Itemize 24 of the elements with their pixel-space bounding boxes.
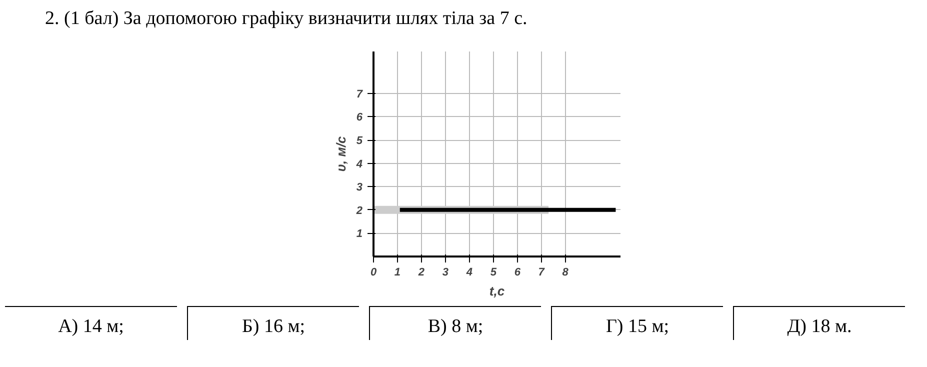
x-axis-title: t,c bbox=[489, 284, 506, 298]
x-tick-label: 4 bbox=[465, 266, 472, 278]
x-tick-label: 7 bbox=[538, 266, 546, 278]
x-tick-label: 3 bbox=[442, 266, 449, 278]
chart-title: 2. (1 бал) За допомогою графіку визначити шлях тіла за 7 с. bbox=[45, 7, 528, 31]
y-axis-title: υ, м/с bbox=[333, 136, 348, 172]
y-tick-label: 6 bbox=[356, 112, 364, 124]
text: Г) 15 м; bbox=[606, 315, 670, 339]
y-tick-label: 4 bbox=[355, 158, 363, 170]
x-tick-label: 0 bbox=[370, 266, 378, 278]
x-tick-label: 5 bbox=[490, 266, 498, 278]
text: Б) 16 м; bbox=[242, 315, 306, 339]
y-tick-label: 7 bbox=[356, 88, 364, 100]
x-tick-label: 8 bbox=[562, 266, 570, 278]
x-tick-label: 1 bbox=[394, 266, 401, 278]
text: В) 8 м; bbox=[428, 315, 484, 339]
y-tick-label: 5 bbox=[356, 135, 364, 148]
y-tick-label: 2 bbox=[355, 204, 363, 217]
y-tick-label: 1 bbox=[356, 228, 363, 240]
text: А) 14 м; bbox=[58, 315, 124, 339]
x-tick-label: 6 bbox=[514, 266, 522, 278]
y-tick-label: 3 bbox=[356, 182, 363, 194]
text: Д) 18 м. bbox=[787, 315, 852, 339]
x-tick-label: 2 bbox=[417, 266, 425, 278]
